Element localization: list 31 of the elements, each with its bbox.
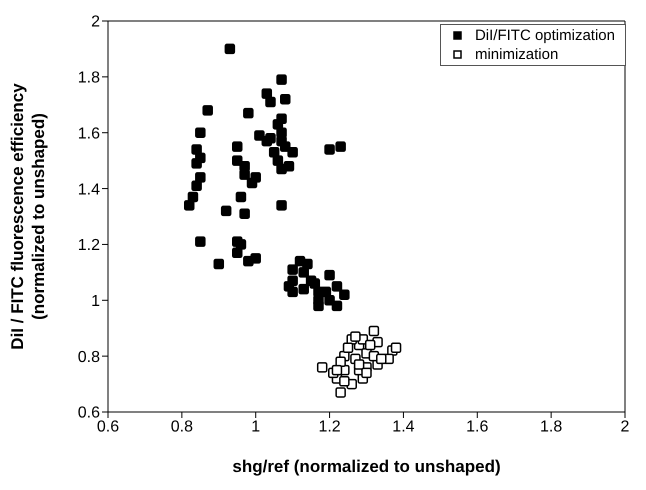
y-tick-label: 1.2 <box>78 237 100 254</box>
point <box>364 340 376 350</box>
point <box>368 326 380 336</box>
y-tick-label: 1.4 <box>78 181 100 198</box>
point <box>354 359 364 370</box>
point <box>390 342 402 354</box>
y-tick-label: 0.8 <box>78 348 100 366</box>
y-tick-label: 1.8 <box>78 70 100 87</box>
x-tick-label: 1.4 <box>392 418 415 436</box>
x-axis-title: shg/ref (normalized to unshaped) <box>232 457 501 476</box>
x-tick-label: 1.6 <box>466 418 489 436</box>
y-tick-label: 0.6 <box>78 404 100 422</box>
y-tick-label: 1.6 <box>78 125 100 142</box>
point <box>316 362 328 373</box>
x-tick-label: 1.8 <box>540 418 562 436</box>
legend-label: minimization <box>474 45 558 64</box>
y-tick-label: 2 <box>91 14 100 31</box>
point <box>376 354 387 364</box>
point <box>350 331 361 342</box>
x-tick-label: 1 <box>251 418 260 436</box>
x-tick-label: 2 <box>620 418 630 436</box>
point <box>361 368 372 378</box>
y-axis-title: DiI / FITC fluorescence efficiency (normalized to unshaped) <box>8 82 48 350</box>
point <box>339 376 350 387</box>
legend-label: DiI/FITC optimization <box>474 26 615 45</box>
y-tick-label: 1 <box>91 292 100 310</box>
point <box>335 387 346 398</box>
point <box>332 364 342 376</box>
x-tick-label: 1.2 <box>318 418 341 436</box>
x-tick-label: 0.8 <box>170 418 194 436</box>
point <box>342 342 354 354</box>
